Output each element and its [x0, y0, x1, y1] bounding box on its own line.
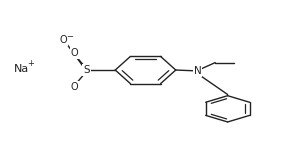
Text: O: O — [70, 82, 78, 92]
Text: −: − — [66, 32, 73, 41]
Text: O: O — [70, 48, 78, 58]
Text: Na: Na — [14, 64, 29, 74]
Text: S: S — [83, 65, 90, 75]
Text: +: + — [28, 59, 35, 68]
Text: N: N — [194, 66, 201, 76]
Text: O: O — [60, 35, 67, 45]
